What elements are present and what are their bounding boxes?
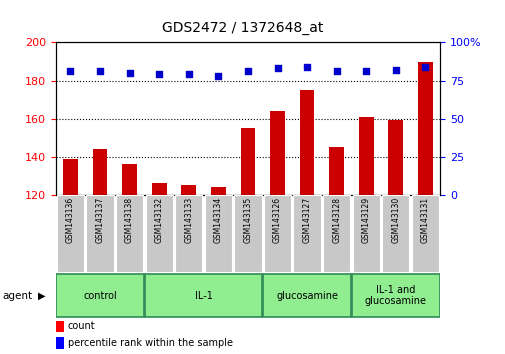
Text: percentile rank within the sample: percentile rank within the sample [68, 338, 232, 348]
Bar [63, 159, 78, 195]
Point [184, 72, 192, 77]
Text: IL-1 and
glucosamine: IL-1 and glucosamine [364, 285, 426, 307]
Point [273, 65, 281, 71]
Point [362, 69, 370, 74]
Bar [240, 128, 255, 195]
Text: GSM143133: GSM143133 [184, 197, 193, 243]
Text: GSM143131: GSM143131 [420, 197, 429, 243]
Bar [211, 187, 225, 195]
Bar [417, 62, 432, 195]
Point [243, 69, 251, 74]
Bar [263, 274, 350, 317]
Text: GSM143127: GSM143127 [302, 197, 311, 243]
Text: GSM143135: GSM143135 [243, 197, 252, 243]
Text: GSM143138: GSM143138 [125, 197, 134, 243]
Bar [56, 337, 64, 349]
Text: GSM143134: GSM143134 [214, 197, 222, 243]
Bar [56, 274, 143, 317]
Point [66, 69, 74, 74]
Bar [381, 195, 409, 272]
Bar [56, 320, 64, 332]
Bar [175, 195, 202, 272]
Text: GSM143129: GSM143129 [361, 197, 370, 243]
Point [421, 64, 429, 70]
Bar [388, 120, 402, 195]
Text: IL-1: IL-1 [194, 291, 212, 301]
Bar [122, 164, 137, 195]
Bar [145, 195, 173, 272]
Bar [116, 195, 143, 272]
Bar [57, 195, 84, 272]
Bar [299, 90, 314, 195]
Text: control: control [83, 291, 117, 301]
Point [214, 73, 222, 79]
Point [332, 69, 340, 74]
Text: agent: agent [3, 291, 33, 301]
Bar [92, 149, 107, 195]
Text: count: count [68, 321, 95, 331]
Bar [145, 274, 262, 317]
Bar [205, 195, 231, 272]
Point [96, 69, 104, 74]
Text: glucosamine: glucosamine [276, 291, 337, 301]
Bar [351, 274, 439, 317]
Point [155, 72, 163, 77]
Point [391, 67, 399, 73]
Point [302, 64, 311, 70]
Text: GSM143130: GSM143130 [390, 197, 399, 243]
Bar [352, 195, 379, 272]
Text: GSM143137: GSM143137 [95, 197, 105, 243]
Bar [322, 195, 349, 272]
Bar [329, 147, 343, 195]
Bar [264, 195, 290, 272]
Text: GSM143128: GSM143128 [331, 197, 340, 243]
Text: GSM143126: GSM143126 [273, 197, 281, 243]
Bar [181, 185, 196, 195]
Point [125, 70, 133, 76]
Bar [358, 117, 373, 195]
Text: GSM143132: GSM143132 [155, 197, 164, 243]
Bar [293, 195, 320, 272]
Bar [411, 195, 438, 272]
Text: ▶: ▶ [38, 291, 45, 301]
Bar [86, 195, 114, 272]
Bar [234, 195, 261, 272]
Text: GDS2472 / 1372648_at: GDS2472 / 1372648_at [162, 21, 323, 35]
Bar [152, 183, 166, 195]
Text: GSM143136: GSM143136 [66, 197, 75, 243]
Bar [270, 111, 284, 195]
